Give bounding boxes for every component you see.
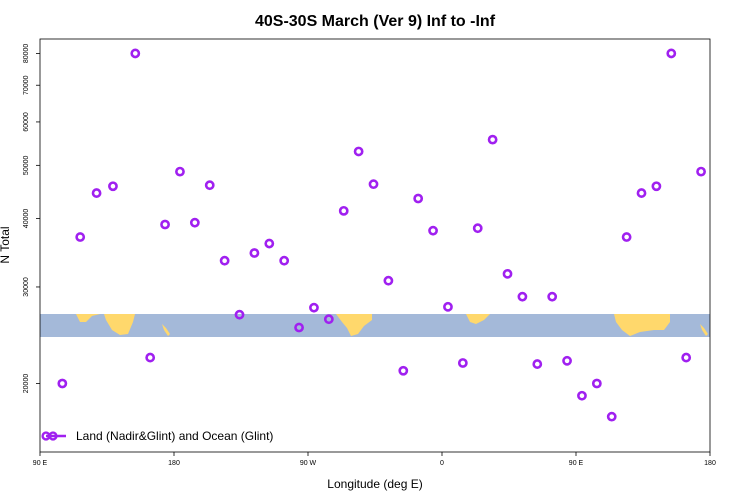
data-point bbox=[532, 359, 543, 369]
data-point bbox=[562, 355, 572, 366]
legend-marker bbox=[48, 431, 58, 441]
data-point bbox=[636, 188, 647, 198]
data-point bbox=[309, 302, 319, 313]
data-point bbox=[502, 268, 513, 279]
y-tick-label: 70000 bbox=[23, 75, 30, 95]
data-point bbox=[443, 301, 453, 312]
data-point bbox=[189, 217, 200, 228]
data-point bbox=[666, 48, 677, 59]
x-axis: 90 E 180 90 W 0 90 E 180 bbox=[33, 452, 716, 467]
data-point bbox=[91, 188, 102, 198]
data-point bbox=[428, 225, 438, 236]
land-africa-2 bbox=[466, 314, 490, 324]
data-point bbox=[57, 378, 68, 389]
y-tick-label: 20000 bbox=[23, 374, 30, 394]
data-point bbox=[145, 352, 156, 363]
legend-label: Land (Nadir&Glint) and Ocean (Glint) bbox=[76, 429, 273, 443]
data-point bbox=[413, 193, 424, 204]
data-point bbox=[204, 180, 215, 191]
data-point bbox=[338, 205, 349, 216]
data-point bbox=[577, 390, 587, 401]
y-tick-label: 50000 bbox=[23, 156, 30, 176]
data-point bbox=[681, 352, 692, 363]
data-point bbox=[108, 181, 118, 192]
y-tick-label: 80000 bbox=[23, 44, 30, 64]
data-point bbox=[75, 232, 86, 242]
land-south-america bbox=[336, 314, 372, 336]
x-tick-label: 90 E bbox=[569, 460, 584, 467]
y-axis: 20000 30000 40000 50000 60000 70000 80000 bbox=[23, 44, 40, 394]
data-point bbox=[279, 255, 290, 266]
data-point bbox=[368, 179, 379, 190]
y-tick-label: 30000 bbox=[23, 277, 30, 297]
data-point bbox=[130, 48, 141, 59]
land-africa bbox=[76, 314, 100, 322]
x-tick-label: 180 bbox=[704, 460, 716, 467]
data-point bbox=[606, 411, 617, 422]
legend: Land (Nadir&Glint) and Ocean (Glint) bbox=[41, 429, 273, 443]
plot-frame bbox=[39, 38, 711, 453]
data-point bbox=[234, 309, 245, 320]
data-point bbox=[160, 219, 170, 230]
data-point bbox=[398, 365, 409, 376]
land-australia bbox=[104, 314, 135, 335]
x-tick-label: 180 bbox=[168, 460, 180, 467]
data-points bbox=[57, 48, 706, 422]
background-map bbox=[40, 314, 710, 337]
data-point bbox=[457, 358, 468, 368]
data-point bbox=[696, 166, 706, 177]
data-point bbox=[591, 378, 602, 389]
land-australia-2 bbox=[614, 314, 670, 336]
data-point bbox=[219, 255, 230, 266]
land-new-zealand bbox=[162, 324, 170, 336]
data-point bbox=[264, 238, 275, 249]
x-tick-label: 0 bbox=[440, 460, 444, 467]
data-point bbox=[547, 291, 558, 302]
data-point bbox=[651, 181, 662, 192]
data-point bbox=[517, 291, 528, 302]
data-point bbox=[487, 134, 498, 145]
y-axis-label: N Total bbox=[0, 226, 12, 263]
x-tick-label: 90 W bbox=[300, 460, 317, 467]
data-point bbox=[353, 146, 364, 157]
data-point bbox=[294, 322, 304, 333]
data-point bbox=[249, 248, 260, 258]
data-point bbox=[383, 275, 394, 286]
land-new-zealand-2 bbox=[700, 324, 708, 336]
y-tick-label: 40000 bbox=[23, 209, 30, 229]
data-point bbox=[323, 314, 334, 325]
ocean-strip bbox=[40, 314, 710, 337]
x-axis-label: Longitude (deg E) bbox=[327, 477, 422, 491]
y-tick-label: 60000 bbox=[23, 112, 30, 132]
chart-title: 40S-30S March (Ver 9) Inf to -Inf bbox=[255, 13, 496, 30]
x-tick-label: 90 E bbox=[33, 460, 48, 467]
data-point bbox=[621, 232, 632, 242]
data-point bbox=[175, 166, 185, 177]
data-point bbox=[472, 223, 483, 234]
